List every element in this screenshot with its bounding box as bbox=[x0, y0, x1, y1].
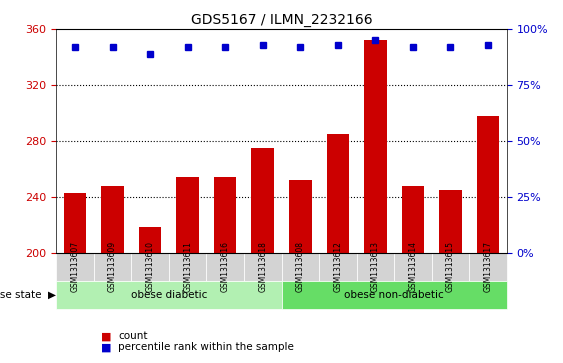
Text: GSM1313608: GSM1313608 bbox=[296, 241, 305, 292]
Bar bbox=[176, 177, 199, 253]
Text: GSM1313615: GSM1313615 bbox=[446, 241, 455, 292]
Text: GSM1313617: GSM1313617 bbox=[484, 241, 493, 292]
Bar bbox=[139, 228, 162, 253]
Text: GSM1313612: GSM1313612 bbox=[333, 241, 342, 292]
Text: GSM1313616: GSM1313616 bbox=[221, 241, 230, 292]
Bar bbox=[101, 185, 124, 253]
FancyBboxPatch shape bbox=[56, 253, 94, 281]
FancyBboxPatch shape bbox=[207, 253, 244, 281]
Text: ■: ■ bbox=[101, 342, 112, 352]
Text: percentile rank within the sample: percentile rank within the sample bbox=[118, 342, 294, 352]
Text: ■: ■ bbox=[101, 331, 112, 342]
Bar bbox=[289, 180, 311, 253]
FancyBboxPatch shape bbox=[469, 253, 507, 281]
FancyBboxPatch shape bbox=[319, 253, 356, 281]
Bar bbox=[364, 40, 387, 253]
Title: GDS5167 / ILMN_2232166: GDS5167 / ILMN_2232166 bbox=[191, 13, 372, 26]
Text: GSM1313611: GSM1313611 bbox=[183, 241, 192, 292]
Text: GSM1313618: GSM1313618 bbox=[258, 241, 267, 292]
FancyBboxPatch shape bbox=[394, 253, 432, 281]
Text: GSM1313607: GSM1313607 bbox=[70, 241, 79, 292]
Text: GSM1313613: GSM1313613 bbox=[371, 241, 380, 292]
Bar bbox=[439, 190, 462, 253]
Bar bbox=[252, 148, 274, 253]
Bar bbox=[477, 116, 499, 253]
FancyBboxPatch shape bbox=[169, 253, 207, 281]
FancyBboxPatch shape bbox=[356, 253, 394, 281]
FancyBboxPatch shape bbox=[282, 253, 319, 281]
Text: GSM1313614: GSM1313614 bbox=[408, 241, 417, 292]
FancyBboxPatch shape bbox=[131, 253, 169, 281]
Text: obese diabetic: obese diabetic bbox=[131, 290, 207, 299]
FancyBboxPatch shape bbox=[432, 253, 469, 281]
Bar bbox=[401, 185, 424, 253]
FancyBboxPatch shape bbox=[282, 281, 507, 309]
Text: obese non-diabetic: obese non-diabetic bbox=[344, 290, 444, 299]
FancyBboxPatch shape bbox=[56, 281, 282, 309]
Bar bbox=[64, 192, 86, 253]
Text: GSM1313610: GSM1313610 bbox=[146, 241, 155, 292]
Text: count: count bbox=[118, 331, 148, 342]
Bar bbox=[214, 177, 236, 253]
FancyBboxPatch shape bbox=[94, 253, 131, 281]
Text: GSM1313609: GSM1313609 bbox=[108, 241, 117, 292]
Text: disease state  ▶: disease state ▶ bbox=[0, 290, 56, 299]
FancyBboxPatch shape bbox=[244, 253, 282, 281]
Bar bbox=[327, 134, 349, 253]
